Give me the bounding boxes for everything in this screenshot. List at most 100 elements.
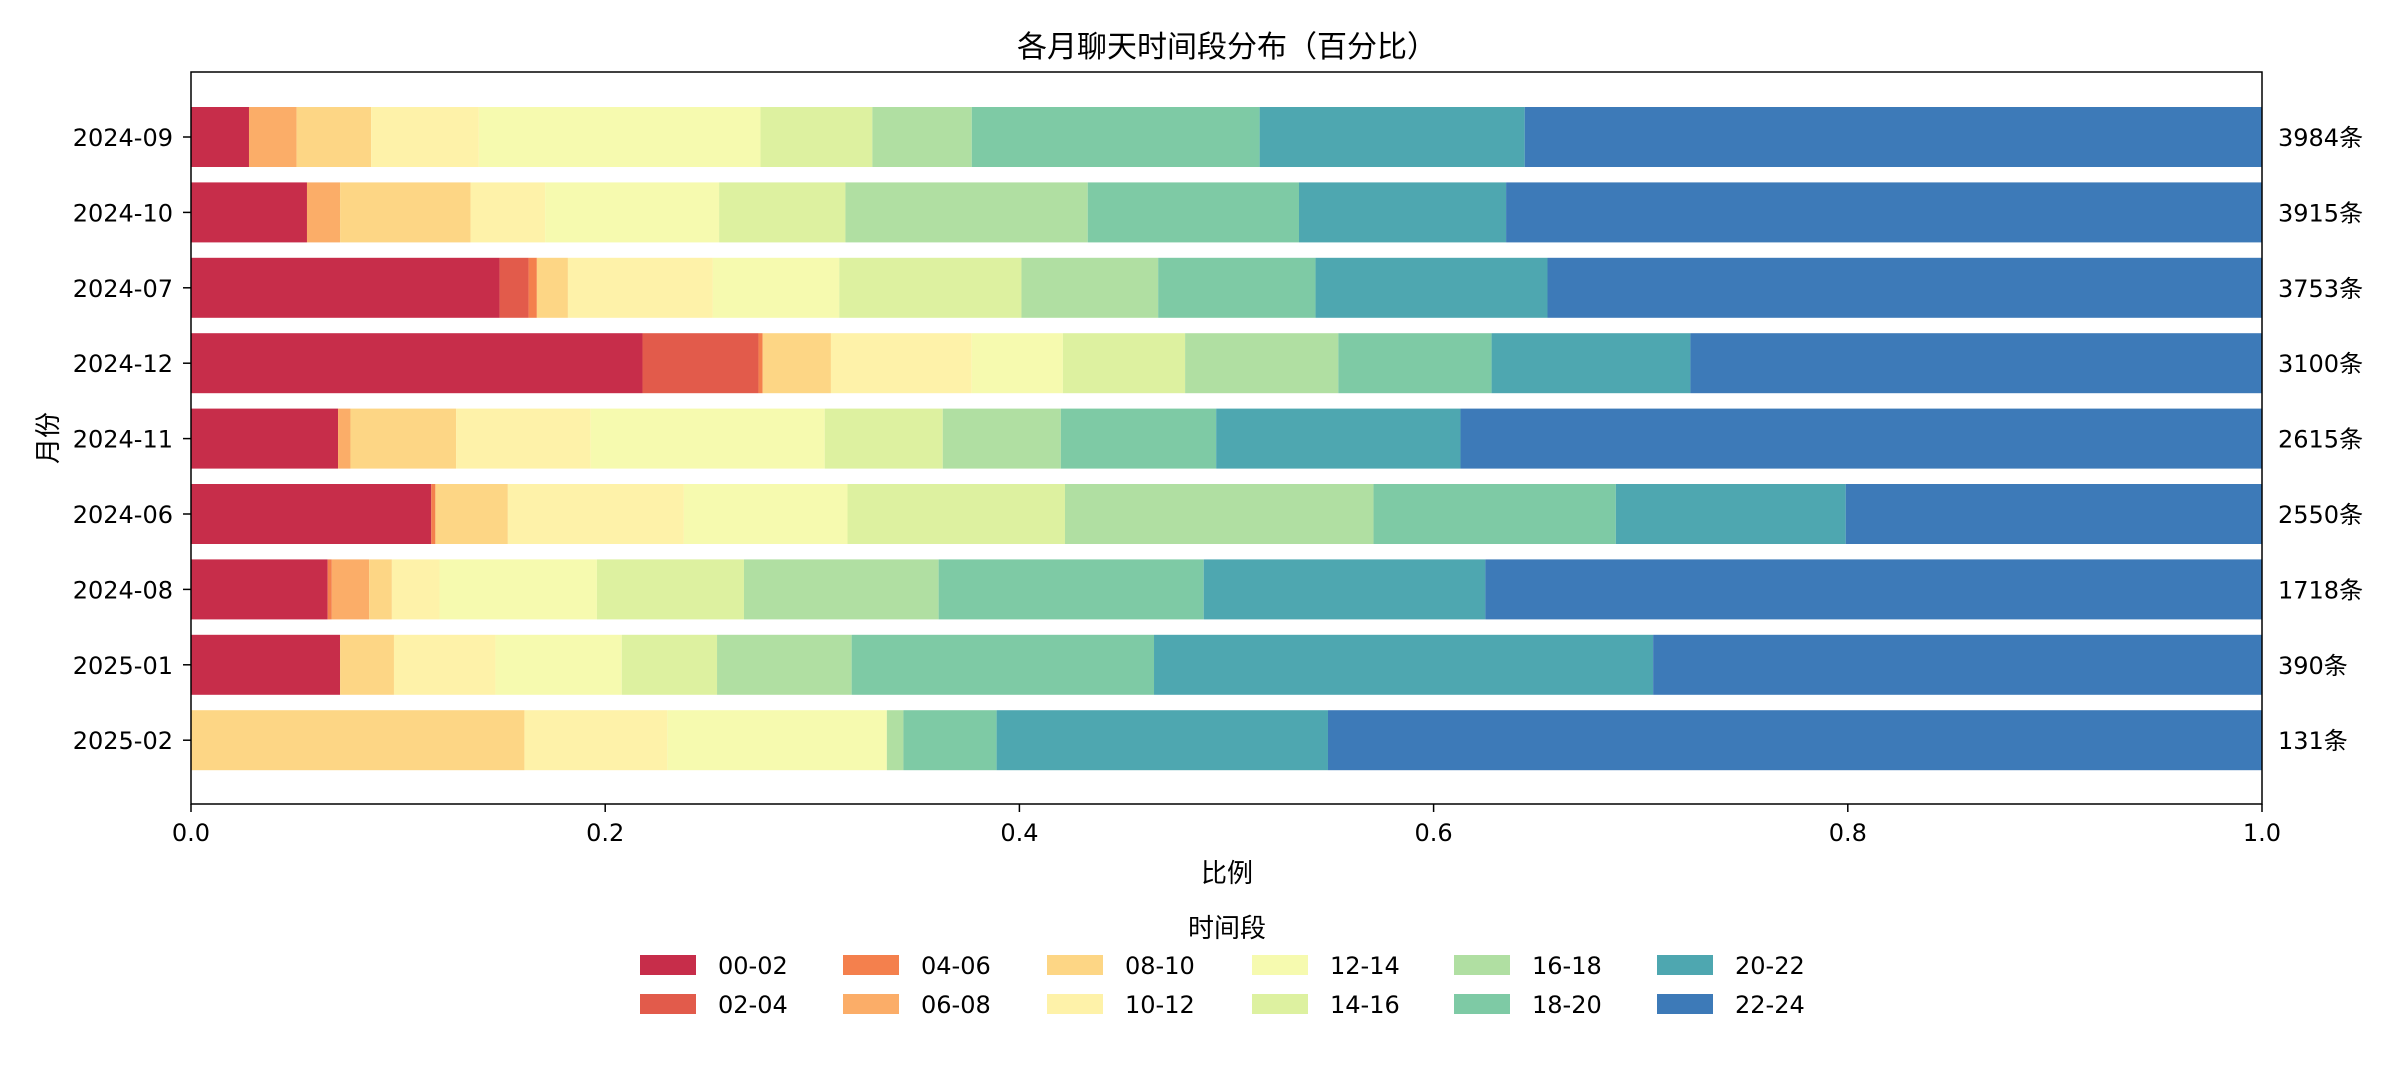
bar-segment-2024-07-20-22 xyxy=(1315,257,1548,318)
bar-total-2024-11: 2615条 xyxy=(2278,426,2363,454)
bar-segment-2024-12-08-10 xyxy=(762,333,831,394)
bar-total-2025-01: 390条 xyxy=(2278,652,2348,680)
legend-label-22-24: 22-24 xyxy=(1735,991,1805,1019)
bar-segment-2024-12-20-22 xyxy=(1491,333,1691,394)
bar-segment-2025-02-18-20 xyxy=(903,710,997,771)
bar-segment-2025-01-14-16 xyxy=(621,634,718,695)
legend-swatch-22-24 xyxy=(1657,994,1713,1014)
bar-segment-2025-01-18-20 xyxy=(851,634,1155,695)
bar-segment-2024-11-16-18 xyxy=(942,408,1061,469)
bar-segment-2024-07-04-06 xyxy=(528,257,537,318)
bars-layer xyxy=(191,107,2262,771)
bar-segment-2024-11-10-12 xyxy=(456,408,591,469)
bar-segment-2025-01-20-22 xyxy=(1154,634,1654,695)
bar-segment-2025-02-10-12 xyxy=(524,710,668,771)
x-axis-label: 比例 xyxy=(1201,859,1253,889)
bar-total-labels: 3984条 3915条 3753条 3100条 2615条 2550条 1718条 390条 1… xyxy=(2278,124,2363,755)
bar-segment-2024-11-06-08 xyxy=(338,408,351,469)
legend-swatch-14-16 xyxy=(1252,994,1308,1014)
bar-segment-2024-10-08-10 xyxy=(340,182,471,243)
bar-segment-2025-02-08-10 xyxy=(191,710,525,771)
bar-segment-2025-01-12-14 xyxy=(495,634,622,695)
y-axis-label: 月份 xyxy=(34,412,64,464)
bar-segment-2024-10-22-24 xyxy=(1506,182,2262,243)
y-tick-label-2024-06: 2024-06 xyxy=(73,501,173,529)
bar-segment-2024-08-20-22 xyxy=(1203,559,1486,620)
bar-segment-2024-10-20-22 xyxy=(1298,182,1507,243)
bar-segment-2025-01-22-24 xyxy=(1653,634,2262,695)
x-axis: 0.0 0.2 0.4 0.6 0.8 1.0 xyxy=(172,804,2281,847)
bar-segment-2024-07-00-02 xyxy=(191,257,500,318)
bar-segment-2024-07-02-04 xyxy=(499,257,529,318)
bar-segment-2024-11-14-16 xyxy=(824,408,943,469)
bar-segment-2024-08-06-08 xyxy=(331,559,370,620)
bar-segment-2024-11-22-24 xyxy=(1460,408,2262,469)
bar-segment-2025-02-20-22 xyxy=(996,710,1328,771)
bar-segment-2024-07-10-12 xyxy=(567,257,713,318)
bar-segment-2024-08-04-06 xyxy=(327,559,332,620)
y-axis: 2024-09 2024-10 2024-07 2024-12 2024-11 2024-… xyxy=(73,124,191,755)
chart-title: 各月聊天时间段分布（百分比） xyxy=(1017,30,1437,65)
y-tick-label-2024-11: 2024-11 xyxy=(73,426,173,454)
bar-segment-2024-10-10-12 xyxy=(470,182,546,243)
bar-segment-2024-11-08-10 xyxy=(350,408,457,469)
legend-swatch-08-10 xyxy=(1047,955,1103,975)
x-tick-label-0.2: 0.2 xyxy=(586,819,624,847)
y-tick-label-2024-08: 2024-08 xyxy=(73,576,173,604)
y-tick-label-2024-12: 2024-12 xyxy=(73,350,173,378)
bar-segment-2024-07-14-16 xyxy=(839,257,1022,318)
y-tick-label-2025-01: 2025-01 xyxy=(73,652,173,680)
bar-segment-2025-01-16-18 xyxy=(717,634,852,695)
y-tick-label-2024-10: 2024-10 xyxy=(73,199,173,227)
bar-segment-2024-06-04-06 xyxy=(431,484,436,544)
bar-segment-2024-09-18-20 xyxy=(971,107,1260,167)
bar-segment-2024-12-00-02 xyxy=(191,333,643,394)
bar-total-2024-08: 1718条 xyxy=(2278,576,2363,604)
bar-segment-2024-06-12-14 xyxy=(683,484,848,544)
bar-segment-2024-09-22-24 xyxy=(1524,107,2262,167)
legend-label-14-16: 14-16 xyxy=(1330,991,1400,1019)
legend-swatch-16-18 xyxy=(1454,955,1510,975)
legend-swatch-06-08 xyxy=(843,994,899,1014)
bar-segment-2025-01-08-10 xyxy=(340,634,394,695)
bar-segment-2024-09-12-14 xyxy=(478,107,761,167)
y-tick-label-2024-09: 2024-09 xyxy=(73,124,173,152)
legend-swatch-02-04 xyxy=(640,994,696,1014)
bar-total-2024-12: 3100条 xyxy=(2278,350,2363,378)
legend-label-08-10: 08-10 xyxy=(1125,952,1195,980)
bar-segment-2024-06-20-22 xyxy=(1615,484,1846,544)
bar-segment-2024-06-22-24 xyxy=(1845,484,2262,544)
bar-segment-2024-11-18-20 xyxy=(1060,408,1217,469)
bar-segment-2024-12-10-12 xyxy=(830,333,972,394)
bar-segment-2024-07-22-24 xyxy=(1547,257,2262,318)
legend-label-10-12: 10-12 xyxy=(1125,991,1195,1019)
bar-segment-2024-09-00-02 xyxy=(191,107,249,167)
y-tick-label-2024-07: 2024-07 xyxy=(73,275,173,303)
bar-segment-2024-08-12-14 xyxy=(439,559,597,620)
bar-segment-2024-12-22-24 xyxy=(1690,333,2262,394)
legend-label-20-22: 20-22 xyxy=(1735,952,1805,980)
bar-segment-2024-06-00-02 xyxy=(191,484,432,544)
legend-swatch-00-02 xyxy=(640,955,696,975)
bar-segment-2024-06-08-10 xyxy=(435,484,508,544)
bar-segment-2024-08-22-24 xyxy=(1485,559,2262,620)
bar-segment-2024-10-16-18 xyxy=(845,182,1088,243)
x-tick-label-0.4: 0.4 xyxy=(1000,819,1038,847)
bar-segment-2024-08-08-10 xyxy=(369,559,392,620)
bar-segment-2024-08-18-20 xyxy=(938,559,1204,620)
bar-segment-2024-06-14-16 xyxy=(847,484,1065,544)
bar-segment-2024-08-00-02 xyxy=(191,559,328,620)
legend-title: 时间段 xyxy=(1188,914,1266,944)
bar-segment-2024-11-12-14 xyxy=(590,408,825,469)
bar-segment-2025-02-16-18 xyxy=(886,710,904,771)
bar-segment-2024-11-20-22 xyxy=(1216,408,1461,469)
bar-segment-2024-07-12-14 xyxy=(712,257,840,318)
bar-segment-2025-02-22-24 xyxy=(1327,710,2262,771)
bar-total-2024-10: 3915条 xyxy=(2278,199,2363,227)
legend-label-12-14: 12-14 xyxy=(1330,952,1400,980)
bar-segment-2024-08-16-18 xyxy=(743,559,939,620)
bar-total-2025-02: 131条 xyxy=(2278,727,2348,755)
x-tick-label-0.6: 0.6 xyxy=(1415,819,1453,847)
bar-segment-2024-09-20-22 xyxy=(1259,107,1525,167)
